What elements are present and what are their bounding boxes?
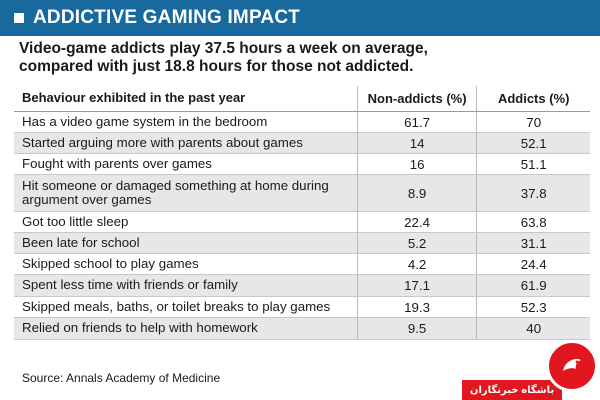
behaviour-cell: Spent less time with friends or family <box>22 277 238 293</box>
addicts-cell: 70 <box>476 112 590 132</box>
behaviour-cell: Skipped school to play games <box>22 255 199 271</box>
subtitle-line-2: compared with just 18.8 hours for those … <box>19 58 414 75</box>
behaviour-cell: Got too little sleep <box>22 213 129 229</box>
table-row: Relied on friends to help with homework 9… <box>14 318 590 340</box>
header-non-addicts: Non-addicts (%) <box>356 86 477 111</box>
watermark-text: باشگاه خبرنگاران <box>462 380 562 400</box>
addicts-cell: 61.9 <box>476 275 590 296</box>
table-header-row: Behaviour exhibited in the past year Non… <box>14 86 590 112</box>
behaviour-cell: Been late for school <box>22 234 140 250</box>
table-row: Started arguing more with parents about … <box>14 133 590 154</box>
square-bullet-icon <box>14 13 24 23</box>
subtitle-line-1: Video-game addicts play 37.5 hours a wee… <box>19 40 428 57</box>
page-title: ADDICTIVE GAMING IMPACT <box>33 7 301 28</box>
table-row: Got too little sleep 22.4 63.8 <box>14 212 590 233</box>
non-addicts-cell: 5.2 <box>356 233 477 253</box>
behaviour-cell: Started arguing more with parents about … <box>22 134 303 150</box>
non-addicts-cell: 4.2 <box>356 254 477 274</box>
addicts-cell: 31.1 <box>476 233 590 253</box>
addicts-cell: 24.4 <box>476 254 590 274</box>
addicts-cell: 63.8 <box>476 212 590 232</box>
title-banner: ADDICTIVE GAMING IMPACT <box>0 0 600 36</box>
table-body: Has a video game system in the bedroom 61… <box>14 112 590 340</box>
addicts-cell: 51.1 <box>476 154 590 174</box>
addicts-cell: 37.8 <box>476 175 590 211</box>
behaviour-cell: Hit someone or damaged something at home… <box>22 177 329 207</box>
header-addicts: Addicts (%) <box>476 86 590 111</box>
addicts-cell: 52.1 <box>476 133 590 153</box>
behaviour-cell: Fought with parents over games <box>22 155 212 171</box>
non-addicts-cell: 16 <box>356 154 477 174</box>
table-row: Has a video game system in the bedroom 61… <box>14 112 590 133</box>
behaviour-cell: Relied on friends to help with homework <box>22 320 258 336</box>
non-addicts-cell: 17.1 <box>356 275 477 296</box>
data-table: Behaviour exhibited in the past year Non… <box>14 86 590 340</box>
non-addicts-cell: 9.5 <box>356 318 477 339</box>
table-row: Skipped school to play games 4.2 24.4 <box>14 254 590 275</box>
bird-logo-icon <box>546 340 598 392</box>
addicts-cell: 40 <box>476 318 590 339</box>
non-addicts-cell: 61.7 <box>356 112 477 132</box>
table-row: Fought with parents over games 16 51.1 <box>14 154 590 175</box>
watermark-logo: باشگاه خبرنگاران <box>462 340 600 400</box>
non-addicts-cell: 14 <box>356 133 477 153</box>
non-addicts-cell: 8.9 <box>356 175 477 211</box>
behaviour-cell: Has a video game system in the bedroom <box>22 113 268 129</box>
subtitle: Video-game addicts play 37.5 hours a wee… <box>19 40 589 76</box>
header-behaviour: Behaviour exhibited in the past year <box>22 90 246 106</box>
non-addicts-cell: 22.4 <box>356 212 477 232</box>
addicts-cell: 52.3 <box>476 297 590 317</box>
table-row: Hit someone or damaged something at home… <box>14 175 590 212</box>
table-row: Been late for school 5.2 31.1 <box>14 233 590 254</box>
table-row: Skipped meals, baths, or toilet breaks t… <box>14 297 590 318</box>
table-row: Spent less time with friends or family 17… <box>14 275 590 297</box>
behaviour-cell: Skipped meals, baths, or toilet breaks t… <box>22 298 331 314</box>
source-note: Source: Annals Academy of Medicine <box>22 371 221 385</box>
non-addicts-cell: 19.3 <box>356 297 477 317</box>
